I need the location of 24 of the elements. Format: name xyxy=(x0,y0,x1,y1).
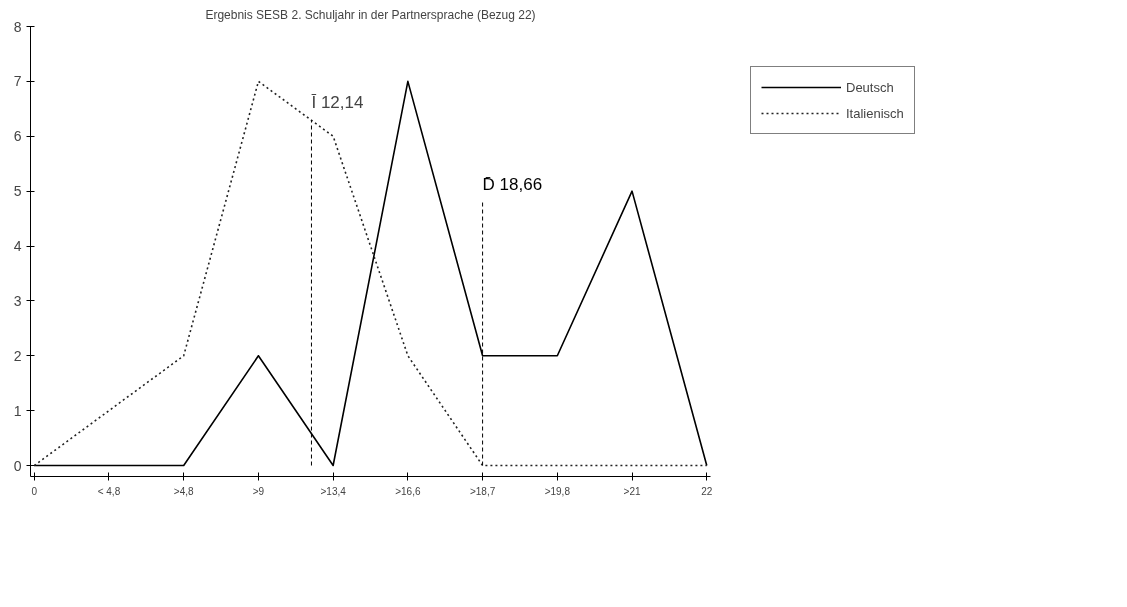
text: Italienisch xyxy=(846,105,904,121)
x-tick-label: >16,6 xyxy=(395,485,421,497)
y-tick-label: 3 xyxy=(13,292,22,309)
y-tick-label: 4 xyxy=(13,238,22,255)
y-tick-label: 6 xyxy=(13,128,22,145)
x-tick-label: >13,4 xyxy=(320,485,347,497)
ref-line-label: D̄ 18,66 xyxy=(482,175,543,195)
x-tick-label: 22 xyxy=(701,485,713,497)
x-tick-label: 0 xyxy=(31,485,38,497)
x-tick-label: >19,8 xyxy=(544,485,571,497)
text: Deutsch xyxy=(846,79,894,95)
y-tick-label: 0 xyxy=(13,457,22,474)
x-tick-label: >9 xyxy=(252,485,265,497)
y-tick-label: 2 xyxy=(13,347,22,364)
chart-title: Ergebnis SESB 2. Schuljahr in der Partnersprache (Bezug 22) xyxy=(205,7,536,22)
y-tick-label: 7 xyxy=(13,73,22,90)
y-tick-label: 5 xyxy=(13,183,22,200)
annotation: Ī 12,14 xyxy=(311,93,364,113)
y-tick-label: 8 xyxy=(13,18,22,35)
x-tick-label: >4,8 xyxy=(173,485,194,497)
x-tick-label: >18,7 xyxy=(469,485,496,497)
x-tick-label: < 4,8 xyxy=(97,485,121,497)
y-tick-label: 1 xyxy=(13,402,22,419)
x-tick-label: >21 xyxy=(623,485,641,497)
